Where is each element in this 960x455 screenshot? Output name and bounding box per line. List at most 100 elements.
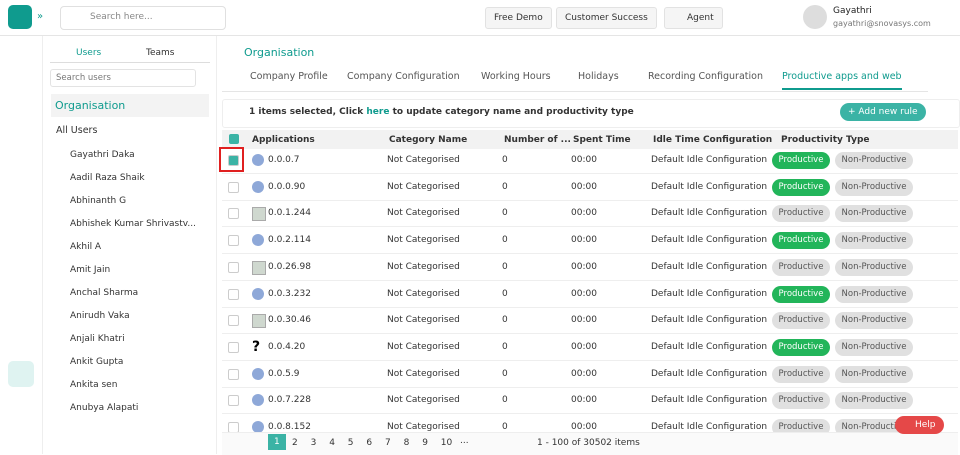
tab-teams[interactable]: Teams xyxy=(146,48,175,58)
row-checkbox[interactable] xyxy=(228,341,239,353)
tab[interactable]: Holidays xyxy=(578,71,619,82)
row-line xyxy=(222,253,958,255)
row-checkbox[interactable] xyxy=(228,235,239,247)
header-checkbox[interactable] xyxy=(229,134,239,144)
add-rule[interactable]: + Add new rule xyxy=(840,103,926,121)
page-number[interactable]: 2 xyxy=(292,438,298,448)
cell-number: 0 xyxy=(502,395,508,406)
user-item[interactable]: Gayathri Daka xyxy=(70,150,135,160)
non-productive-pill[interactable]: Non-Productive xyxy=(835,338,913,356)
user-search[interactable] xyxy=(50,69,196,87)
productive-pill[interactable]: Productive xyxy=(772,258,830,276)
search-box[interactable] xyxy=(60,6,226,30)
page-number[interactable]: 5 xyxy=(347,438,354,448)
non-productive-pill[interactable]: Non-Productive xyxy=(835,232,913,250)
tab[interactable]: Recording Configuration xyxy=(648,71,763,82)
column-header: Applications xyxy=(252,135,315,145)
non-productive-pill[interactable]: Non-Productive xyxy=(835,419,913,436)
column-header: Category Name xyxy=(389,135,468,145)
row-checkbox[interactable] xyxy=(228,288,239,300)
cell-number: 0 xyxy=(502,235,508,246)
user-item[interactable]: Anirudh Vaka xyxy=(70,311,130,321)
row-line xyxy=(222,279,958,281)
main-title: Organisation xyxy=(244,46,315,59)
tab-users[interactable]: Users xyxy=(76,48,102,58)
cell-number: 0 xyxy=(502,181,508,192)
user-item[interactable]: Anjali Khatri xyxy=(70,334,125,344)
user-item[interactable]: Aadil Raza Shaik xyxy=(70,173,145,183)
user-item[interactable]: Ankita sen xyxy=(70,380,118,390)
page-number[interactable]: 4 xyxy=(329,438,335,448)
rail-active[interactable] xyxy=(8,361,34,387)
user-item[interactable]: Abhishek Kumar Shrivastv... xyxy=(70,219,196,229)
app-icon xyxy=(252,287,264,300)
page-number[interactable]: 1 xyxy=(268,434,286,450)
productive-pill[interactable]: Productive xyxy=(772,365,830,383)
non-productive-pill[interactable]: Non-Productive xyxy=(835,152,913,169)
productive-pill[interactable]: Productive xyxy=(772,178,830,196)
user-item[interactable]: Amit Jain xyxy=(70,265,111,275)
row-checkbox[interactable] xyxy=(228,261,239,273)
user-item[interactable]: Ankit Gupta xyxy=(70,357,124,367)
row-checkbox[interactable] xyxy=(228,181,239,193)
page-number[interactable]: 10 xyxy=(440,438,453,448)
user-item[interactable]: Anchal Sharma xyxy=(70,288,139,298)
non-productive-pill[interactable]: Non-Productive xyxy=(835,285,913,303)
productive-pill[interactable]: Productive xyxy=(772,205,830,223)
row-checkbox[interactable] xyxy=(228,208,239,220)
cell-category: Not Categorised xyxy=(387,235,460,246)
banner-link[interactable]: here xyxy=(366,107,390,117)
page-number[interactable]: 9 xyxy=(422,438,428,448)
tab[interactable]: Working Hours xyxy=(481,71,551,82)
tab[interactable]: Company Profile xyxy=(250,71,328,82)
non-productive-pill[interactable]: Non-Productive xyxy=(835,312,913,330)
page-number[interactable]: 3 xyxy=(310,438,317,448)
row-checkbox[interactable] xyxy=(228,368,239,380)
page-number[interactable]: 8 xyxy=(403,438,410,448)
productive-pill[interactable]: Productive xyxy=(772,285,830,303)
agent[interactable]: Agent xyxy=(664,7,723,29)
row-checkbox[interactable] xyxy=(228,315,239,327)
row-line xyxy=(222,333,958,335)
search-placeholder: Search here... xyxy=(90,12,153,22)
cell-number: 0 xyxy=(502,288,508,299)
all-users[interactable]: All Users xyxy=(56,125,98,136)
cell-app: 0.0.8.152 xyxy=(268,422,311,432)
app-icon xyxy=(252,154,264,166)
cell-idle: Default Idle Configuration xyxy=(651,368,768,379)
user-item[interactable]: Abhinanth G xyxy=(70,196,127,206)
cell-idle: Default Idle Configuration xyxy=(651,261,768,272)
tab[interactable]: Productive apps and web xyxy=(782,71,902,90)
help[interactable]: Help xyxy=(895,416,944,434)
non-productive-pill[interactable]: Non-Productive xyxy=(835,258,913,276)
non-productive-pill[interactable]: Non-Productive xyxy=(835,205,913,223)
non-productive-pill[interactable]: Non-Productive xyxy=(835,392,913,410)
free-demo[interactable]: Free Demo xyxy=(485,7,552,29)
avatar[interactable] xyxy=(803,5,827,29)
non-productive-pill[interactable]: Non-Productive xyxy=(835,178,913,196)
tab[interactable]: Company Configuration xyxy=(347,71,460,82)
cell-idle: Default Idle Configuration xyxy=(651,155,768,165)
customer-success[interactable]: Customer Success xyxy=(556,7,657,29)
user-item[interactable]: Akhil A xyxy=(70,242,102,252)
page-more[interactable]: ... xyxy=(460,436,469,446)
icon-rail xyxy=(0,36,43,454)
sidebar xyxy=(43,36,217,454)
productive-pill[interactable]: Productive xyxy=(772,338,830,356)
productive-pill[interactable]: Productive xyxy=(772,419,830,436)
cell-idle: Default Idle Configuration xyxy=(651,288,768,299)
cell-app: 0.0.1.244 xyxy=(268,208,311,219)
org-heading[interactable]: Organisation xyxy=(51,94,209,117)
row-checkbox[interactable] xyxy=(228,395,239,407)
productive-pill[interactable]: Productive xyxy=(772,152,830,169)
row-checkbox[interactable] xyxy=(228,155,239,166)
page-number[interactable]: 7 xyxy=(385,438,391,448)
productive-pill[interactable]: Productive xyxy=(772,392,830,410)
logo[interactable] xyxy=(8,5,32,29)
productive-pill[interactable]: Productive xyxy=(772,312,830,330)
non-productive-pill[interactable]: Non-Productive xyxy=(835,365,913,383)
page-number[interactable]: 6 xyxy=(366,438,373,448)
productive-pill[interactable]: Productive xyxy=(772,232,830,250)
expand[interactable]: » xyxy=(37,11,44,22)
user-item[interactable]: Anubya Alapati xyxy=(70,403,139,413)
